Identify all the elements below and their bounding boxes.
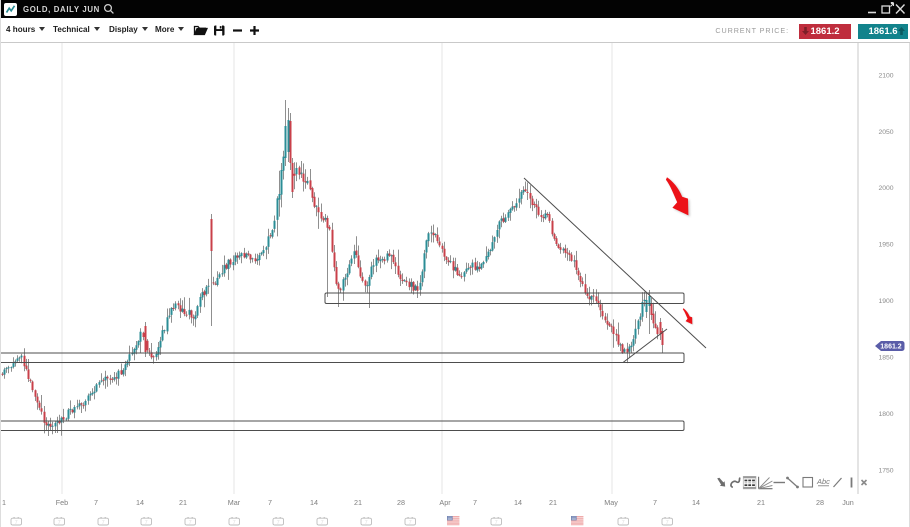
svg-text:21: 21 — [549, 498, 557, 507]
svg-text:7: 7 — [58, 520, 61, 526]
svg-text:7: 7 — [145, 520, 148, 526]
svg-text:7: 7 — [15, 520, 18, 526]
svg-text:7: 7 — [365, 520, 368, 526]
svg-text:21: 21 — [354, 498, 362, 507]
svg-text:Apr: Apr — [439, 498, 451, 507]
svg-text:7: 7 — [189, 520, 192, 526]
svg-text:14: 14 — [514, 498, 522, 507]
svg-text:7: 7 — [495, 520, 498, 526]
svg-text:14: 14 — [136, 498, 144, 507]
svg-text:May: May — [604, 498, 618, 507]
svg-text:28: 28 — [397, 498, 405, 507]
svg-text:7: 7 — [473, 498, 477, 507]
svg-text:1: 1 — [2, 498, 6, 507]
svg-text:1861.2: 1861.2 — [880, 344, 902, 351]
svg-text:14: 14 — [692, 498, 700, 507]
svg-text:1900: 1900 — [878, 298, 893, 305]
svg-text:7: 7 — [666, 520, 669, 526]
svg-text:7: 7 — [622, 520, 625, 526]
svg-text:7: 7 — [321, 520, 324, 526]
svg-text:7: 7 — [102, 520, 105, 526]
svg-text:7: 7 — [268, 498, 272, 507]
svg-text:28: 28 — [816, 498, 824, 507]
svg-text:7: 7 — [94, 498, 98, 507]
svg-text:1800: 1800 — [878, 411, 893, 418]
svg-text:Jun: Jun — [842, 498, 854, 507]
svg-text:21: 21 — [757, 498, 765, 507]
svg-text:7: 7 — [653, 498, 657, 507]
svg-text:Feb: Feb — [56, 498, 68, 507]
svg-text:7: 7 — [409, 520, 412, 526]
svg-text:1750: 1750 — [878, 468, 893, 475]
svg-text:Mar: Mar — [228, 498, 241, 507]
svg-text:Abc: Abc — [816, 477, 830, 486]
svg-text:2100: 2100 — [878, 73, 893, 80]
svg-text:21: 21 — [179, 498, 187, 507]
svg-text:2050: 2050 — [878, 129, 893, 136]
svg-text:7: 7 — [277, 520, 280, 526]
svg-text:1850: 1850 — [878, 355, 893, 362]
svg-text:2000: 2000 — [878, 185, 893, 192]
svg-text:1950: 1950 — [878, 242, 893, 249]
svg-text:14: 14 — [310, 498, 318, 507]
svg-text:7: 7 — [233, 520, 236, 526]
